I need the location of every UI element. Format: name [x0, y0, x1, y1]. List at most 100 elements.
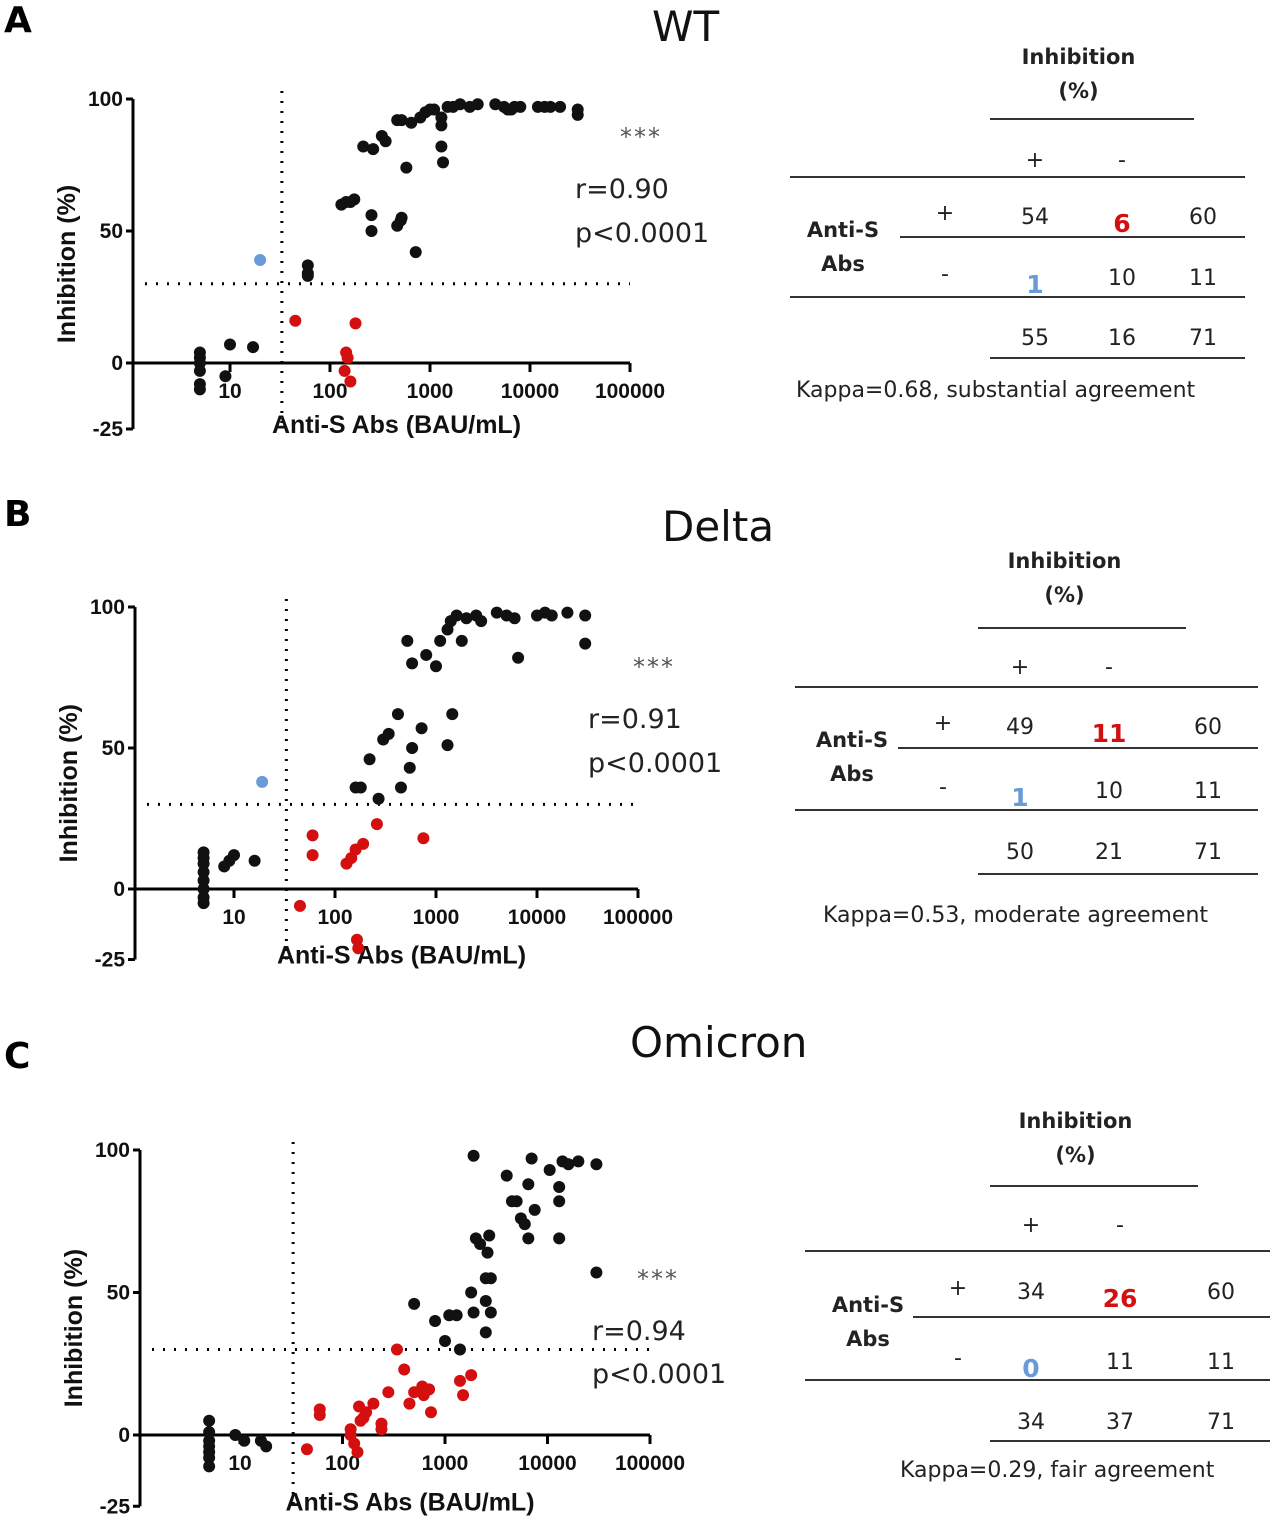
- x-tick-label: 1000: [413, 906, 460, 929]
- data-point-black: [193, 383, 206, 396]
- data-point-black: [450, 609, 463, 622]
- table-cell: 1: [1011, 783, 1029, 812]
- data-point-red: [306, 849, 319, 862]
- data-point-black: [479, 1295, 492, 1308]
- data-point-black: [571, 108, 584, 121]
- row-header-line: Abs: [830, 762, 874, 786]
- data-point-black: [367, 143, 380, 156]
- table-cell: 26: [1102, 1284, 1138, 1313]
- x-tick-label: 1000: [407, 380, 454, 403]
- data-point-red: [344, 375, 357, 388]
- data-point-red: [424, 1406, 437, 1419]
- data-point-black: [554, 100, 567, 113]
- data-point-black: [455, 634, 468, 647]
- total-cell: 55: [1021, 326, 1049, 351]
- totals-underline: [990, 357, 1245, 359]
- row-header-line: Abs: [846, 1327, 890, 1351]
- data-point-black: [479, 1326, 492, 1339]
- y-axis-title: Inhibition (%): [55, 704, 83, 862]
- y-tick-label: -25: [95, 949, 126, 972]
- data-point-black: [395, 114, 408, 127]
- data-point-red: [382, 1386, 395, 1399]
- correlation-r: r=0.90: [575, 174, 669, 205]
- data-point-black: [528, 1203, 541, 1216]
- header-underline: [978, 627, 1186, 629]
- data-point-black: [441, 739, 454, 752]
- y-tick-label: 50: [107, 1282, 130, 1305]
- total-cell: 21: [1095, 840, 1123, 865]
- data-point-black: [471, 98, 484, 111]
- data-point-black: [450, 1309, 463, 1322]
- data-point-red: [344, 1423, 357, 1436]
- data-point-blue: [256, 775, 269, 788]
- data-point-black: [228, 849, 240, 862]
- data-point-black: [401, 634, 414, 647]
- data-point-black: [354, 781, 367, 794]
- x-tick-label: 100: [317, 906, 352, 929]
- column-header-line: Inhibition: [1021, 45, 1136, 69]
- data-point-black: [248, 854, 261, 867]
- data-point-black: [391, 708, 404, 721]
- kappa-statistic: Kappa=0.29, fair agreement: [900, 1458, 1215, 1483]
- data-point-black: [405, 116, 418, 129]
- panel-title-delta: Delta: [662, 502, 775, 551]
- data-point-red: [306, 829, 319, 842]
- x-tick-label: 10: [218, 380, 241, 403]
- data-point-black: [518, 1218, 531, 1231]
- data-point-black: [193, 364, 206, 377]
- data-point-black: [406, 657, 419, 670]
- data-point-black: [301, 269, 314, 282]
- y-tick-label: 100: [90, 596, 125, 619]
- data-point-black: [508, 612, 521, 625]
- x-tick-label: 100000: [615, 1452, 685, 1475]
- table-cell: 11: [1106, 1350, 1134, 1375]
- data-point-black: [203, 1414, 216, 1427]
- panel-title-wt: WT: [652, 2, 720, 51]
- data-point-blue: [254, 254, 267, 267]
- data-point-black: [475, 615, 488, 628]
- data-point-black: [512, 651, 525, 664]
- total-cell: 37: [1106, 1410, 1134, 1435]
- column-sign-minus: -: [1118, 148, 1126, 173]
- data-point-black: [247, 341, 260, 354]
- y-tick-label: 50: [102, 737, 125, 760]
- data-point-red: [390, 1343, 403, 1356]
- x-axis-title: Anti-S Abs (BAU/mL): [285, 1488, 534, 1516]
- significance-stars: ***: [633, 653, 675, 681]
- y-axis-title: Inhibition (%): [60, 1249, 88, 1407]
- data-point-black: [572, 1155, 585, 1168]
- y-tick-label: 0: [113, 878, 125, 901]
- data-point-black: [454, 98, 467, 111]
- data-point-black: [525, 1152, 538, 1165]
- p-value: p<0.0001: [592, 1359, 726, 1390]
- correlation-r: r=0.91: [588, 704, 682, 735]
- table-bottom-rule: [795, 809, 1258, 811]
- data-point-red: [341, 351, 354, 364]
- p-value: p<0.0001: [588, 748, 722, 779]
- correlation-r: r=0.94: [592, 1316, 686, 1347]
- data-point-black: [435, 140, 448, 153]
- data-point-red: [403, 1397, 416, 1410]
- total-cell: 71: [1207, 1410, 1235, 1435]
- data-point-red: [423, 1383, 436, 1396]
- x-tick-label: 10: [222, 906, 245, 929]
- column-header: Inhibition (%): [999, 40, 1159, 108]
- data-point-black: [460, 612, 473, 625]
- data-point-black: [514, 100, 527, 113]
- data-point-black: [379, 135, 392, 148]
- x-tick-label: 10: [228, 1452, 251, 1475]
- data-point-black: [408, 1297, 421, 1310]
- column-header: Inhibition (%): [996, 1104, 1156, 1172]
- data-point-red: [338, 364, 351, 377]
- kappa-statistic: Kappa=0.68, substantial agreement: [796, 378, 1196, 403]
- data-point-black: [197, 857, 210, 870]
- data-point-black: [553, 1195, 566, 1208]
- x-tick-label: 100000: [595, 380, 665, 403]
- row-sign: -: [954, 1346, 962, 1371]
- data-point-black: [203, 1426, 216, 1439]
- data-point-black: [561, 606, 574, 619]
- table-cell: 11: [1207, 1350, 1235, 1375]
- data-point-black: [415, 722, 428, 735]
- data-point-black: [484, 1306, 497, 1319]
- y-tick-label: 100: [88, 88, 123, 111]
